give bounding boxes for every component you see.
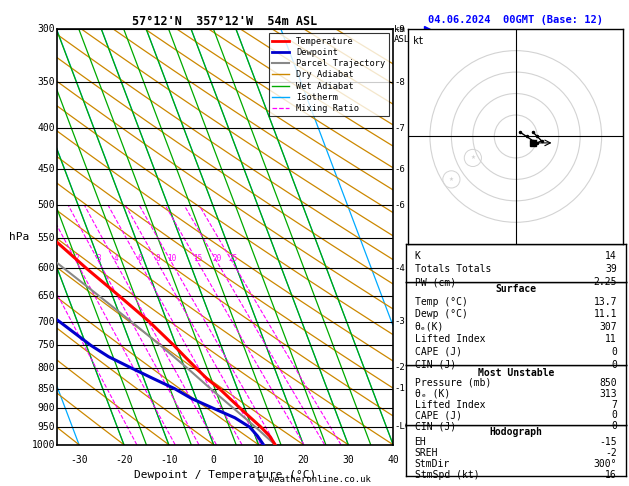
Text: 850: 850 — [37, 383, 55, 394]
Text: -7: -7 — [394, 124, 405, 133]
Text: 4: 4 — [113, 254, 118, 262]
Text: 950: 950 — [37, 422, 55, 432]
Text: -30: -30 — [70, 455, 88, 465]
Text: 30: 30 — [342, 455, 354, 465]
Text: K: K — [415, 251, 420, 260]
Text: PW (cm): PW (cm) — [415, 277, 455, 287]
Text: SREH: SREH — [415, 448, 438, 458]
Text: 650: 650 — [37, 291, 55, 301]
Text: 300°: 300° — [594, 459, 617, 469]
Text: θₑ(K): θₑ(K) — [415, 322, 444, 332]
Text: Lifted Index: Lifted Index — [415, 334, 485, 345]
Text: 0: 0 — [611, 360, 617, 369]
Text: 1000: 1000 — [31, 440, 55, 450]
Text: 300: 300 — [37, 24, 55, 34]
Text: ★: ★ — [449, 177, 454, 182]
Text: 313: 313 — [599, 389, 617, 399]
Text: 04.06.2024  00GMT (Base: 12): 04.06.2024 00GMT (Base: 12) — [428, 15, 603, 25]
Text: -1: -1 — [394, 384, 405, 393]
Text: 0: 0 — [611, 347, 617, 357]
Text: 13.7: 13.7 — [594, 296, 617, 307]
Text: Lifted Index: Lifted Index — [415, 399, 485, 410]
Text: 900: 900 — [37, 403, 55, 413]
Text: -2: -2 — [394, 363, 405, 372]
Text: 800: 800 — [37, 363, 55, 373]
Text: 20: 20 — [213, 254, 222, 262]
Text: -15: -15 — [599, 437, 617, 447]
Legend: Temperature, Dewpoint, Parcel Trajectory, Dry Adiabat, Wet Adiabat, Isotherm, Mi: Temperature, Dewpoint, Parcel Trajectory… — [269, 34, 389, 116]
Text: 350: 350 — [37, 77, 55, 87]
Text: Mixing Ratio (g/kg): Mixing Ratio (g/kg) — [411, 186, 420, 288]
Text: EH: EH — [415, 437, 426, 447]
Text: 0: 0 — [611, 421, 617, 431]
Text: 20: 20 — [298, 455, 309, 465]
Text: ★: ★ — [470, 156, 476, 160]
Text: Hodograph: Hodograph — [489, 427, 542, 437]
Text: 11.1: 11.1 — [594, 309, 617, 319]
Text: -6: -6 — [394, 165, 405, 174]
Text: Most Unstable: Most Unstable — [477, 367, 554, 378]
Text: CIN (J): CIN (J) — [415, 360, 455, 369]
Text: -4: -4 — [394, 264, 405, 273]
Text: 850: 850 — [599, 378, 617, 388]
Text: 14: 14 — [605, 251, 617, 260]
Text: 0: 0 — [211, 455, 216, 465]
Text: 750: 750 — [37, 340, 55, 350]
Text: 15: 15 — [194, 254, 203, 262]
Text: Totals Totals: Totals Totals — [415, 264, 491, 274]
Text: 500: 500 — [37, 200, 55, 210]
Text: -2: -2 — [605, 448, 617, 458]
Text: Pressure (mb): Pressure (mb) — [415, 378, 491, 388]
Text: 2.25: 2.25 — [594, 277, 617, 287]
Text: 3: 3 — [97, 254, 101, 262]
Text: 307: 307 — [599, 322, 617, 332]
Text: StmDir: StmDir — [415, 459, 450, 469]
Text: 57°12'N  357°12'W  54m ASL: 57°12'N 357°12'W 54m ASL — [132, 15, 318, 28]
Text: 2: 2 — [74, 254, 79, 262]
Text: 550: 550 — [37, 233, 55, 243]
Text: hPa: hPa — [9, 232, 29, 242]
Text: km
ASL: km ASL — [394, 25, 410, 44]
Text: -10: -10 — [160, 455, 177, 465]
Text: 11: 11 — [605, 334, 617, 345]
Text: kt: kt — [413, 35, 425, 46]
Text: 400: 400 — [37, 123, 55, 134]
Text: -20: -20 — [115, 455, 133, 465]
Text: θₑ (K): θₑ (K) — [415, 389, 450, 399]
Text: -9: -9 — [394, 25, 405, 34]
Text: Dewpoint / Temperature (°C): Dewpoint / Temperature (°C) — [134, 469, 316, 480]
Text: © weatheronline.co.uk: © weatheronline.co.uk — [258, 474, 371, 484]
Text: 16: 16 — [605, 469, 617, 480]
Text: Temp (°C): Temp (°C) — [415, 296, 467, 307]
Text: Surface: Surface — [495, 284, 537, 294]
Text: StmSpd (kt): StmSpd (kt) — [415, 469, 479, 480]
Text: -3: -3 — [394, 317, 405, 326]
Text: CAPE (J): CAPE (J) — [415, 410, 462, 420]
Text: CIN (J): CIN (J) — [415, 421, 455, 431]
Text: 6: 6 — [138, 254, 142, 262]
Text: -6: -6 — [394, 201, 405, 210]
Text: 39: 39 — [605, 264, 617, 274]
Text: 10: 10 — [253, 455, 264, 465]
Text: 600: 600 — [37, 263, 55, 274]
Text: 10: 10 — [167, 254, 176, 262]
Text: 450: 450 — [37, 164, 55, 174]
Text: 7: 7 — [611, 399, 617, 410]
Text: 700: 700 — [37, 316, 55, 327]
Text: 8: 8 — [155, 254, 160, 262]
Text: Dewp (°C): Dewp (°C) — [415, 309, 467, 319]
Text: 0: 0 — [611, 410, 617, 420]
Text: -LCL: -LCL — [394, 422, 416, 432]
Text: 40: 40 — [387, 455, 399, 465]
Text: 25: 25 — [228, 254, 237, 262]
Text: -8: -8 — [394, 78, 405, 87]
Text: CAPE (J): CAPE (J) — [415, 347, 462, 357]
